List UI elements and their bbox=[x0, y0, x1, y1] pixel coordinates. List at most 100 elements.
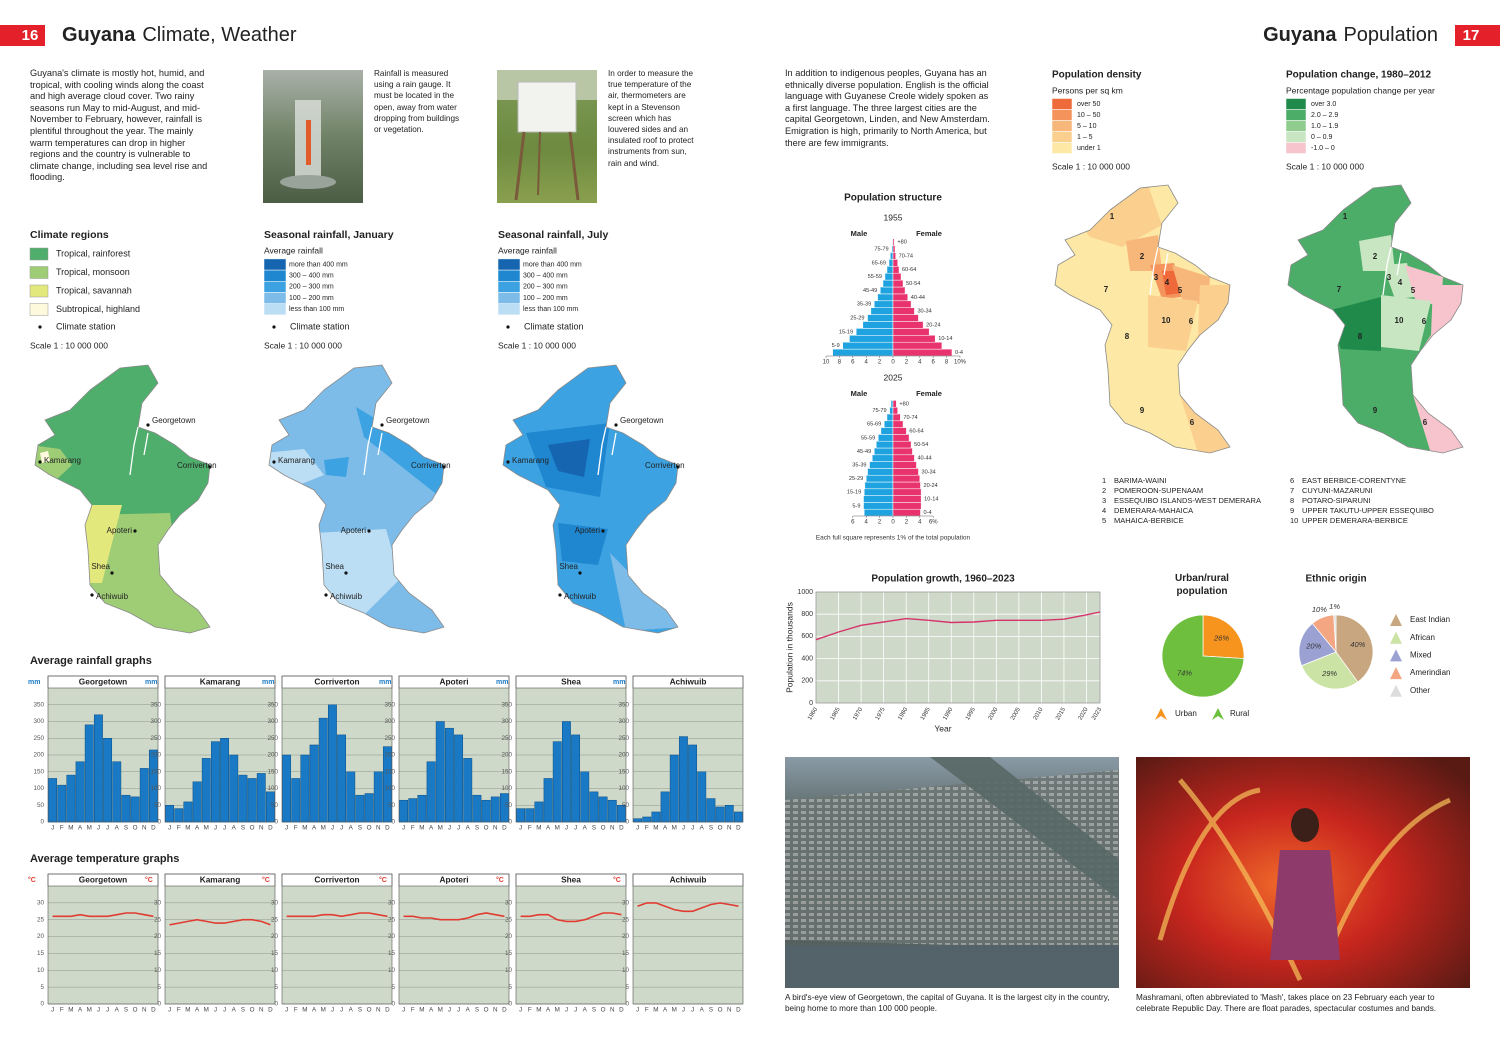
station-dot bbox=[442, 465, 446, 469]
place-label: Georgetown bbox=[620, 416, 664, 425]
age-label: 20-24 bbox=[926, 322, 940, 328]
x-tick-label: N bbox=[376, 825, 381, 832]
plot-background bbox=[516, 886, 626, 1004]
x-tick-label: J bbox=[565, 1007, 568, 1014]
map: Georgetown Kamarang Corriverton Apoteri Shea… bbox=[268, 364, 451, 634]
x-tick-label: A bbox=[349, 825, 354, 832]
graph-title: Achiwuib bbox=[670, 875, 707, 885]
pyramid-bar-female bbox=[892, 488, 922, 496]
y-tick-label: 5 bbox=[391, 984, 395, 991]
place-label: Shea bbox=[559, 562, 578, 571]
pyramid-bar-female bbox=[892, 454, 915, 462]
x-tick-label: J bbox=[97, 1007, 100, 1014]
pie-slice bbox=[1161, 614, 1245, 698]
station-dot bbox=[146, 423, 150, 427]
age-label: +80 bbox=[897, 240, 907, 246]
x-tick-label: O bbox=[718, 825, 723, 832]
y-tick-label: 100 bbox=[267, 785, 278, 792]
pyramid-bar-male bbox=[862, 321, 894, 329]
pyramid-bar-female bbox=[892, 259, 898, 267]
x-tick-label: N bbox=[493, 825, 498, 832]
x-tick-label: F bbox=[645, 1007, 649, 1014]
legend-marker bbox=[1390, 631, 1402, 644]
x-tick-label: 2015 bbox=[1055, 706, 1067, 721]
pyramid-bar-female bbox=[892, 266, 900, 274]
y-tick-label: 250 bbox=[384, 735, 395, 742]
bar bbox=[373, 771, 383, 823]
photo-georgetown bbox=[785, 757, 1119, 988]
pyramid-bar-female bbox=[892, 461, 917, 469]
district-number: 9 bbox=[1290, 506, 1294, 515]
legend-label: Amerindian bbox=[1410, 668, 1450, 677]
x-tick-label: D bbox=[268, 825, 273, 832]
y-tick-label: 0 bbox=[391, 819, 395, 826]
district-number: 8 bbox=[1358, 332, 1363, 341]
unit-label: °C bbox=[379, 876, 387, 884]
legend-label: Climate station bbox=[524, 321, 584, 331]
district-number: 10 bbox=[1290, 516, 1298, 525]
x-tick-label: J bbox=[636, 825, 639, 832]
unit-label: mm bbox=[145, 679, 157, 686]
x-tick-label: S bbox=[592, 825, 596, 832]
x-tick-label: A bbox=[232, 1007, 237, 1014]
bar bbox=[589, 791, 599, 823]
legend-label: Climate station bbox=[290, 321, 350, 331]
pyramid-bar-female bbox=[892, 293, 908, 302]
y-tick-label: 50 bbox=[271, 802, 279, 809]
x-tick-label: S bbox=[241, 1007, 245, 1014]
temperature-line bbox=[52, 912, 154, 918]
map-border bbox=[268, 364, 445, 634]
x-tick-label: N bbox=[142, 825, 147, 832]
legend-label: 0 – 0.9 bbox=[1311, 134, 1333, 141]
pyramid-bar-male bbox=[871, 454, 894, 462]
bar bbox=[454, 734, 464, 823]
legend-marker bbox=[1155, 708, 1167, 720]
x-tick-label: J bbox=[402, 825, 405, 832]
bar bbox=[598, 796, 608, 823]
pyramid-bar-male bbox=[873, 300, 894, 308]
bar bbox=[238, 774, 248, 823]
y-tick-label: 25 bbox=[271, 916, 279, 923]
x-tick-label: O bbox=[133, 825, 138, 832]
bar bbox=[220, 738, 230, 823]
map-subtitle: Persons per sq km bbox=[1052, 85, 1123, 95]
x-tick-label: 1960 bbox=[807, 706, 819, 721]
graph-frame bbox=[515, 873, 627, 1005]
station-dot bbox=[272, 460, 276, 464]
legend-label: East Indian bbox=[1410, 615, 1450, 624]
district-number: 2 bbox=[1373, 252, 1378, 261]
pie-label: 26% bbox=[1213, 634, 1229, 643]
sex-label: Female bbox=[916, 389, 942, 398]
x-tick-label: N bbox=[610, 825, 615, 832]
age-label: 70-74 bbox=[903, 415, 917, 421]
x-tick-label: A bbox=[546, 1007, 551, 1014]
temperature-line bbox=[169, 918, 271, 926]
y-tick-label: 25 bbox=[37, 916, 45, 923]
map-subtitle: Average rainfall bbox=[498, 245, 557, 255]
y-tick-label: 150 bbox=[33, 768, 44, 775]
age-label: 0-4 bbox=[955, 350, 963, 356]
age-label: 5-9 bbox=[852, 503, 860, 509]
map-land bbox=[35, 365, 210, 633]
x-tick-label: 2 bbox=[905, 360, 909, 366]
district-number: 4 bbox=[1398, 278, 1403, 287]
unit-label: °C bbox=[496, 876, 504, 884]
chart-title: Urban/rural population bbox=[1175, 573, 1229, 597]
y-tick-label: 300 bbox=[33, 718, 44, 725]
map-zone bbox=[558, 523, 608, 565]
y-tick-label: 0 bbox=[508, 819, 512, 826]
y-tick-label: 0 bbox=[40, 1001, 44, 1008]
pyramid-bar-female bbox=[892, 427, 907, 435]
y-tick-label: 25 bbox=[154, 916, 162, 923]
pyramid-bar-male bbox=[880, 286, 894, 295]
pyramid-bar-female bbox=[892, 245, 896, 253]
bar bbox=[337, 734, 347, 823]
chart-title: Population structure bbox=[844, 193, 942, 204]
x-tick-label: J bbox=[51, 1007, 54, 1014]
legend-label: 300 – 400 mm bbox=[523, 273, 568, 280]
y-tick-label: 10 bbox=[154, 967, 162, 974]
age-label: 35-39 bbox=[852, 462, 866, 468]
x-tick-label: A bbox=[78, 1007, 83, 1014]
y-tick-label: 20 bbox=[388, 933, 396, 940]
y-tick-label: 300 bbox=[150, 718, 161, 725]
